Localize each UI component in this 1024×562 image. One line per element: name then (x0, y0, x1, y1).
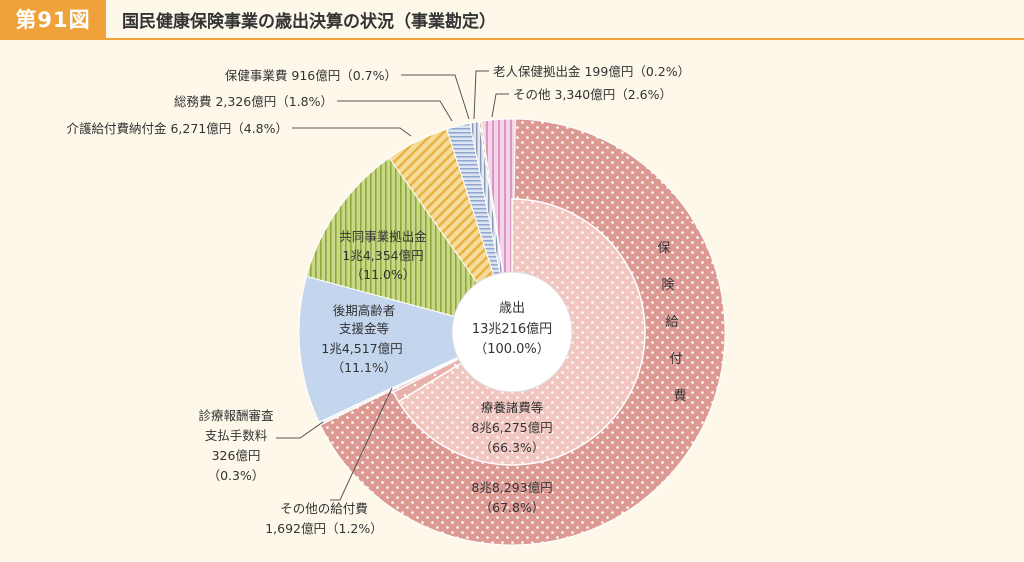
vertical-label-char: 保 (657, 241, 670, 256)
label-kouki-percent: （11.1%） (332, 360, 397, 375)
label-hoken-percent: （67.8%） (480, 500, 545, 515)
vertical-label-char: 給 (665, 315, 678, 330)
leader-rojin (473, 70, 489, 120)
label-rojin: 老人保健拠出金 199億円（0.2%） (493, 64, 690, 79)
header-divider (0, 38, 1024, 40)
leader-sonota-kyufu (330, 387, 393, 501)
label-shinryo-percent: （0.3%） (208, 468, 265, 483)
slice-kyodo (305, 157, 514, 333)
label-kouki-line1: 後期高齢者 (333, 303, 396, 318)
label-sonota-kyufu: その他の給付費 (280, 501, 368, 516)
vertical-label-char: 費 (673, 389, 686, 404)
center-amount: 13兆216億円 (472, 321, 552, 337)
center-percent: （100.0%） (474, 342, 550, 357)
vertical-label-char: 付 (669, 352, 682, 367)
label-kyodo-percent: （11.0%） (351, 267, 416, 282)
figure-number-badge: 第91図 (0, 0, 106, 38)
label-kouki-amount: 1兆4,517億円 (321, 341, 402, 356)
figure-title: 国民健康保険事業の歳出決算の状況（事業勘定） (122, 11, 496, 32)
label-ryoyo: 療養諸費等 (481, 400, 544, 415)
label-shinryo-line2: 支払手数料 (205, 428, 268, 443)
label-somu: 総務費 2,326億円（1.8%） (174, 94, 333, 109)
label-kouki-line2: 支援金等 (339, 321, 389, 336)
leader-sonota (491, 93, 509, 118)
leader-hoken-jigyo (401, 74, 470, 120)
label-sonota: その他 3,340億円（2.6%） (513, 87, 672, 102)
label-kyodo: 共同事業拠出金 (339, 229, 427, 244)
label-hoken-amount: 8兆8,293億円 (471, 480, 552, 495)
vertical-label-char: 険 (661, 278, 674, 293)
label-ryoyo-percent: （66.3%） (480, 440, 545, 455)
leader-somu (337, 100, 453, 122)
label-kaigo: 介護給付費納付金 6,271億円（4.8%） (66, 121, 288, 136)
label-sonota-kyufu-amount: 1,692億円（1.2%） (265, 521, 383, 536)
slice-kouki (298, 275, 514, 423)
leader-shinryo (276, 421, 324, 439)
center-label: 歳出 (499, 301, 525, 316)
label-shinryo-line1: 診療報酬審査 (198, 408, 274, 423)
label-hoken-jigyo: 保健事業費 916億円（0.7%） (225, 68, 397, 83)
leader-kaigo (292, 127, 412, 137)
center-hole (451, 271, 573, 393)
label-ryoyo-amount: 8兆6,275億円 (471, 420, 552, 435)
figure-header: 第91図 国民健康保険事業の歳出決算の状況（事業勘定） (0, 0, 1024, 38)
label-kyodo-amount: 1兆4,354億円 (342, 248, 423, 263)
label-shinryo-amount: 326億円 (212, 448, 261, 463)
